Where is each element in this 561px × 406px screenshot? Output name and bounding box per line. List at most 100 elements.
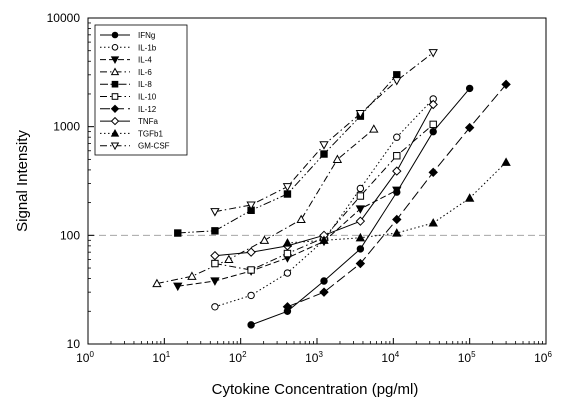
legend: IFNg IL-1b IL-4 IL-6 IL-8 IL-10 IL-12 TNFa TGFb1… bbox=[94, 24, 188, 156]
x-tick-label: 103 bbox=[305, 350, 323, 365]
y-axis-title: Signal Intensity bbox=[14, 130, 31, 232]
data-point bbox=[356, 245, 365, 253]
data-point bbox=[211, 259, 219, 268]
x-tick-label: 100 bbox=[76, 350, 94, 365]
x-tick-label: 101 bbox=[152, 350, 170, 365]
legend-marker bbox=[111, 93, 119, 100]
y-tick-label: 1000 bbox=[53, 120, 80, 134]
data-point bbox=[356, 192, 365, 200]
legend-label: GM-CSF bbox=[138, 142, 170, 151]
data-point bbox=[428, 99, 438, 110]
data-point bbox=[355, 232, 366, 242]
legend-label: IFNg bbox=[138, 31, 155, 40]
data-point bbox=[393, 71, 401, 79]
legend-marker bbox=[111, 31, 119, 39]
legend-marker bbox=[111, 80, 119, 88]
data-point bbox=[393, 133, 401, 141]
y-tick-label: 10 bbox=[67, 337, 81, 351]
data-point bbox=[355, 109, 366, 119]
legend-marker bbox=[110, 56, 120, 64]
data-point bbox=[392, 186, 402, 196]
x-tick-label: 105 bbox=[458, 350, 476, 365]
legend-label: TGFb1 bbox=[138, 129, 163, 138]
data-point bbox=[501, 79, 511, 90]
data-point bbox=[464, 193, 475, 202]
data-point bbox=[355, 216, 366, 226]
legend-item: IL-8 bbox=[100, 80, 152, 89]
data-point bbox=[210, 250, 220, 261]
data-point bbox=[224, 254, 234, 264]
data-point bbox=[393, 152, 401, 160]
legend-item: TGFb1 bbox=[100, 129, 163, 138]
y-tick-label: 100 bbox=[60, 228, 80, 242]
data-point bbox=[152, 278, 162, 288]
data-point bbox=[429, 127, 437, 136]
data-point bbox=[210, 277, 220, 286]
legend-marker bbox=[110, 67, 120, 76]
series-il-6 bbox=[152, 124, 379, 288]
data-point bbox=[501, 157, 511, 166]
data-point bbox=[464, 122, 475, 133]
data-point bbox=[247, 321, 255, 329]
legend-label: TNFa bbox=[138, 117, 159, 126]
legend-marker bbox=[111, 44, 119, 51]
data-point bbox=[428, 49, 438, 58]
data-point bbox=[332, 154, 343, 163]
data-point bbox=[320, 277, 328, 285]
data-point bbox=[296, 214, 306, 224]
data-point bbox=[247, 266, 255, 274]
legend-marker bbox=[110, 129, 120, 137]
data-point bbox=[283, 249, 292, 258]
legend-marker bbox=[110, 142, 120, 151]
legend-marker bbox=[110, 116, 120, 126]
legend-item: IL-10 bbox=[100, 93, 157, 102]
legend-label: IL-10 bbox=[138, 93, 157, 102]
x-tick-label: 104 bbox=[381, 350, 399, 365]
legend-label: IL-4 bbox=[138, 56, 152, 65]
legend-item: IL-1b bbox=[100, 43, 157, 52]
data-point bbox=[392, 166, 402, 176]
data-point bbox=[429, 120, 437, 129]
data-point bbox=[392, 77, 402, 86]
series-line bbox=[156, 128, 375, 284]
legend-box bbox=[94, 24, 188, 156]
legend-label: IL-1b bbox=[138, 43, 157, 52]
data-point bbox=[246, 201, 256, 210]
legend-item: GM-CSF bbox=[100, 142, 170, 151]
legend-item: IFNg bbox=[100, 31, 155, 40]
data-point bbox=[174, 229, 182, 237]
data-point bbox=[282, 183, 293, 192]
legend-label: IL-12 bbox=[138, 105, 157, 114]
legend-label: IL-6 bbox=[138, 68, 152, 77]
data-series bbox=[152, 49, 511, 329]
data-point bbox=[319, 235, 329, 244]
data-point bbox=[210, 208, 220, 217]
legend-item: IL-12 bbox=[100, 104, 157, 114]
series-line bbox=[177, 74, 398, 234]
data-point bbox=[465, 84, 474, 93]
data-point bbox=[356, 184, 365, 193]
data-point bbox=[428, 167, 438, 178]
data-point bbox=[282, 302, 293, 312]
data-point bbox=[283, 190, 292, 198]
data-point bbox=[173, 282, 183, 292]
data-point bbox=[259, 235, 270, 244]
data-point bbox=[246, 247, 256, 257]
y-tick-label: 10000 bbox=[47, 11, 81, 25]
data-point bbox=[283, 269, 292, 277]
data-point bbox=[211, 303, 219, 311]
data-point bbox=[320, 150, 328, 158]
x-tick-label: 106 bbox=[534, 350, 552, 365]
data-point bbox=[355, 205, 366, 214]
data-point bbox=[282, 238, 293, 247]
legend-item: TNFa bbox=[100, 116, 159, 126]
legend-label: IL-8 bbox=[138, 80, 152, 89]
data-point bbox=[187, 271, 197, 280]
x-tick-label: 102 bbox=[229, 350, 247, 365]
legend-marker bbox=[110, 104, 120, 114]
data-point bbox=[211, 227, 219, 235]
data-point bbox=[319, 141, 329, 150]
series-tgfb1 bbox=[282, 157, 511, 247]
